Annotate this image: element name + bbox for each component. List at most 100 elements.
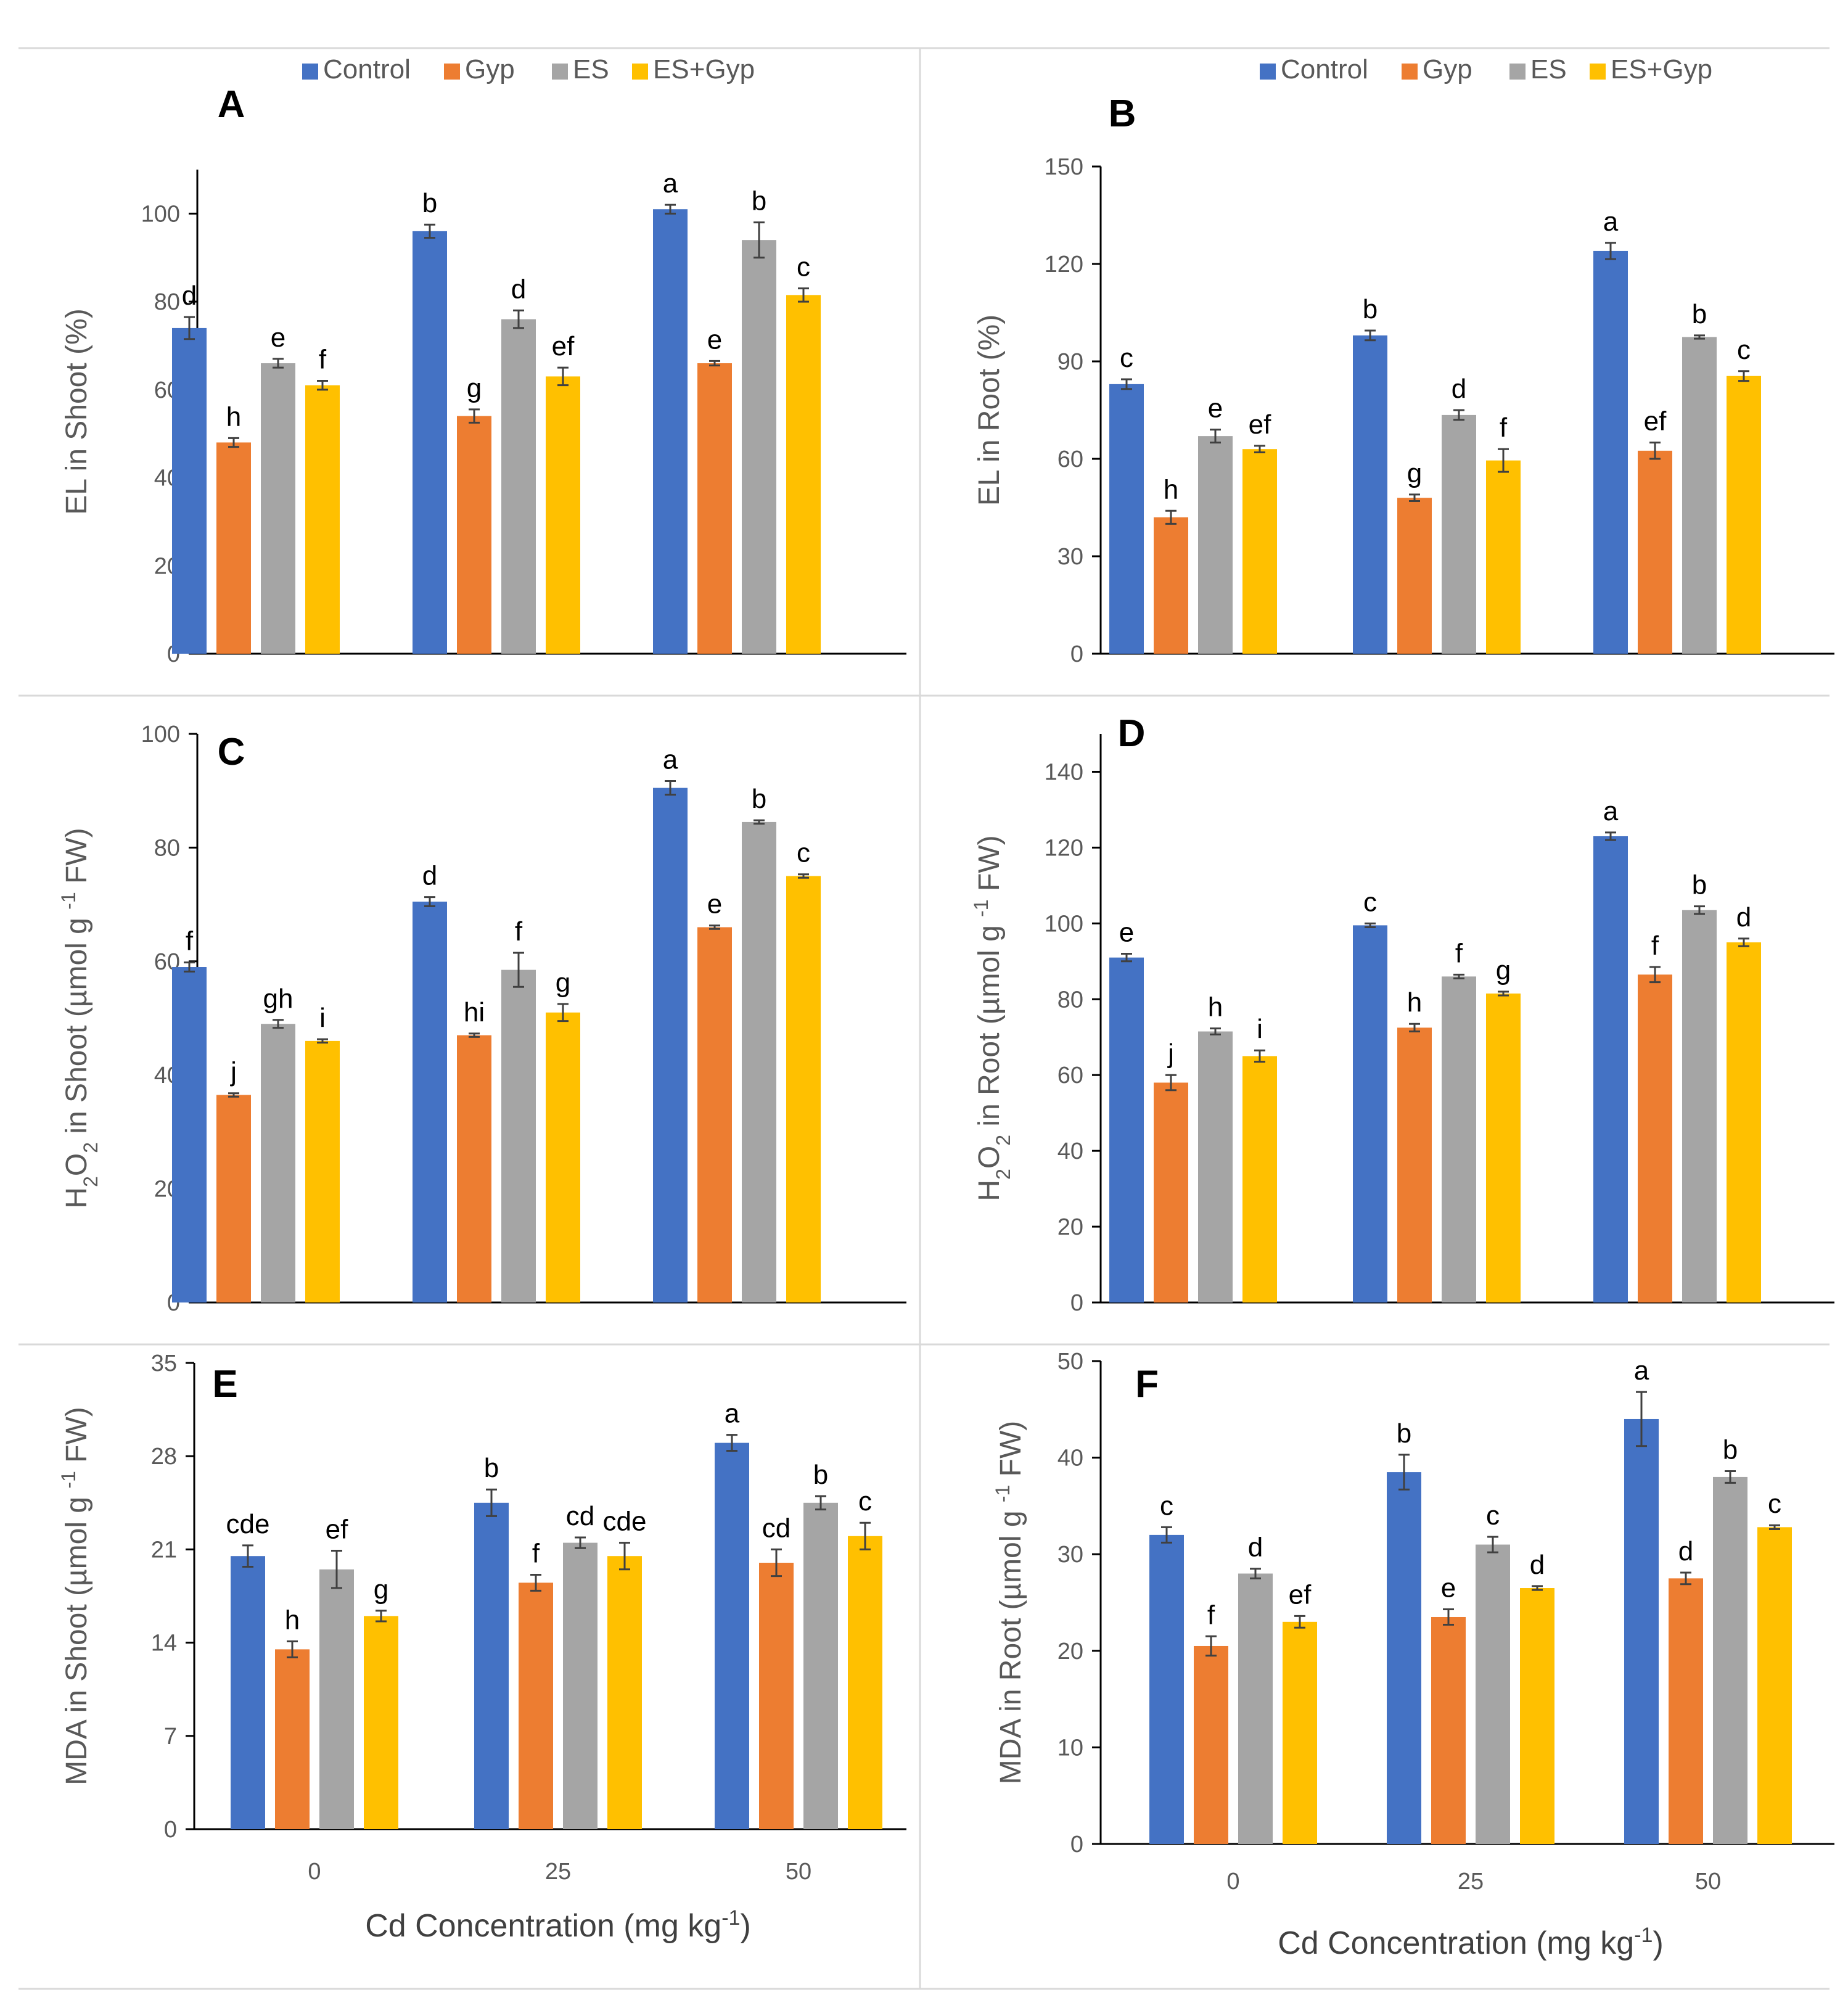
- bar-es-25: [501, 969, 536, 1302]
- y-tick-label: 60: [1057, 446, 1083, 472]
- bar-es-50: [1682, 337, 1717, 654]
- significance-letter: f: [515, 916, 523, 947]
- y-axis-label: EL in Root (%): [973, 315, 1006, 506]
- error-bar: [798, 287, 809, 303]
- error-bar: [486, 1488, 497, 1517]
- error-bar: [754, 221, 765, 259]
- bar-es-gyp-50: [848, 1536, 882, 1829]
- error-bar: [228, 1092, 239, 1098]
- error-bar: [1210, 1027, 1221, 1035]
- error-bar: [1738, 370, 1749, 382]
- bar-es-gyp-25: [546, 376, 580, 654]
- bar-es-0: [1198, 1031, 1233, 1302]
- bar-es-25: [1442, 976, 1476, 1302]
- error-bar: [242, 1544, 253, 1568]
- bar-es-50: [1713, 1476, 1747, 1844]
- bar-gyp-25: [1397, 498, 1432, 654]
- error-bar: [1165, 1074, 1177, 1092]
- significance-letter: a: [1603, 207, 1619, 237]
- bar-gyp-0: [275, 1649, 310, 1829]
- significance-letter: h: [1208, 992, 1223, 1023]
- legend-label: Gyp: [465, 54, 515, 84]
- significance-letter: f: [186, 926, 194, 957]
- significance-letter: c: [858, 1486, 872, 1516]
- significance-letter: b: [813, 1460, 828, 1490]
- error-bar: [798, 873, 809, 879]
- bar-es-gyp-25: [607, 1556, 642, 1829]
- error-bar: [1409, 1023, 1420, 1033]
- significance-letter: j: [1167, 1039, 1174, 1069]
- y-axis-label: MDA in Shoot (µmol g -1 FW): [57, 1407, 93, 1785]
- error-bar: [1254, 445, 1265, 453]
- bar-control-25: [1387, 1472, 1421, 1844]
- error-bar: [557, 366, 569, 387]
- bar-control-0: [1109, 957, 1144, 1302]
- y-axis-label: H2O2 in Shoot (µmol g -1 FW): [57, 828, 102, 1208]
- bar-gyp-0: [216, 1095, 251, 1302]
- y-tick-label: 90: [1057, 349, 1083, 375]
- bar-gyp-50: [697, 927, 732, 1302]
- significance-letter: g: [374, 1574, 388, 1605]
- significance-letter: g: [467, 373, 482, 403]
- significance-letter: a: [663, 745, 678, 775]
- significance-letter: b: [1692, 299, 1707, 329]
- x-category-label: 25: [1458, 1869, 1484, 1895]
- panel-letter: C: [218, 731, 245, 773]
- bar-gyp-25: [519, 1582, 553, 1829]
- panel-d: D 0 20 40 60 80 100 120 140 H2O2 in Root (µmol g …: [970, 712, 1834, 1316]
- y-tick-label: 40: [1057, 1446, 1083, 1471]
- significance-letter: d: [1678, 1536, 1693, 1566]
- x-axis-label: Cd Concentration (mg kg-1): [1278, 1924, 1664, 1961]
- error-bar: [860, 1521, 871, 1550]
- significance-letter: c: [797, 252, 810, 282]
- bar-control-0: [172, 327, 207, 654]
- y-tick-label: 0: [1070, 1290, 1083, 1316]
- panel-letter: F: [1135, 1363, 1159, 1405]
- significance-letter: i: [319, 1003, 326, 1033]
- error-bar: [513, 309, 524, 329]
- bar-gyp-25: [457, 416, 491, 654]
- y-tick-label: 120: [1045, 252, 1083, 278]
- bar-gyp-0: [216, 442, 251, 654]
- legend-label: Control: [323, 54, 411, 84]
- significance-letter: c: [1486, 1500, 1500, 1531]
- bar-gyp-0: [1154, 1082, 1188, 1302]
- significance-letter: e: [707, 889, 722, 920]
- significance-letter: a: [1603, 796, 1619, 826]
- error-bar: [1294, 1615, 1305, 1629]
- significance-letter: c: [1737, 335, 1751, 365]
- significance-letter: d: [1736, 902, 1751, 932]
- x-category-label: 50: [786, 1859, 811, 1885]
- y-tick-label: 0: [1070, 641, 1083, 667]
- bar-es-0: [1198, 436, 1233, 654]
- significance-letter: d: [1452, 374, 1466, 404]
- significance-letter: c: [1363, 887, 1377, 917]
- significance-letter: b: [1723, 1435, 1738, 1465]
- significance-letter: d: [182, 281, 197, 311]
- panel-letter: A: [218, 83, 245, 126]
- significance-letter: h: [226, 401, 241, 432]
- error-bar: [815, 1495, 826, 1511]
- bar-gyp-25: [1431, 1616, 1466, 1844]
- significance-letter: b: [752, 784, 766, 814]
- significance-letter: e: [271, 323, 285, 353]
- bar-es-gyp-50: [1757, 1527, 1792, 1844]
- error-bar: [1694, 905, 1705, 915]
- error-bar: [287, 1640, 298, 1658]
- bar-es-25: [1476, 1544, 1510, 1844]
- bar-control-25: [1353, 335, 1387, 654]
- bar-gyp-50: [759, 1563, 794, 1829]
- y-tick-label: 140: [1045, 759, 1083, 785]
- bar-es-0: [319, 1569, 354, 1829]
- significance-letter: ef: [552, 331, 575, 361]
- significance-letter: e: [1208, 393, 1223, 424]
- error-bar: [1725, 1470, 1736, 1484]
- bar-es-gyp-0: [1242, 1056, 1277, 1302]
- bar-control-25: [413, 231, 447, 654]
- significance-letter: a: [725, 1399, 740, 1429]
- bar-es-25: [563, 1542, 598, 1829]
- error-bar: [1165, 509, 1177, 525]
- error-bar: [273, 358, 284, 369]
- bar-es-0: [1238, 1573, 1273, 1844]
